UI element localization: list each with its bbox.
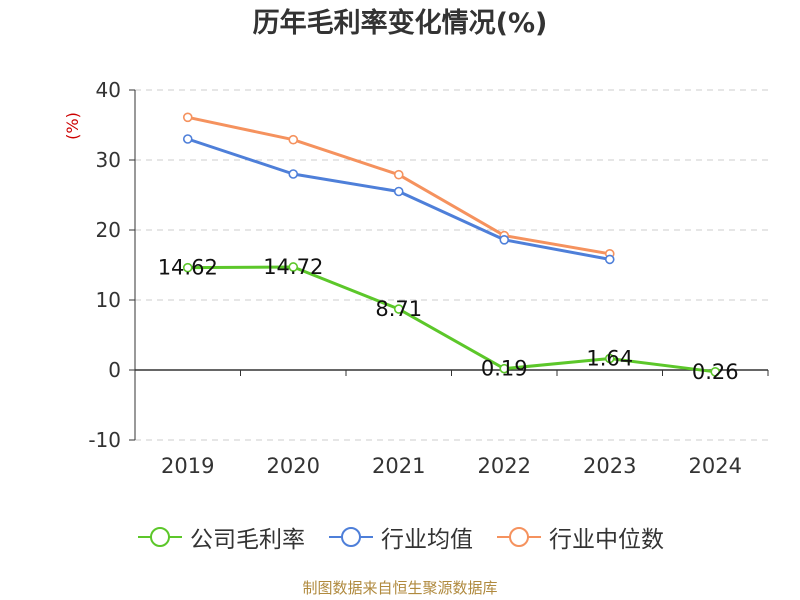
- x-tick-label: 2020: [267, 454, 320, 478]
- y-tick-label: 30: [96, 148, 121, 172]
- y-tick-label: 20: [96, 218, 121, 242]
- data-point: [288, 169, 299, 179]
- chart-title: 历年毛利率变化情况(%): [252, 8, 548, 39]
- legend-item[interactable]: 公司毛利率: [136, 520, 305, 554]
- series-line: [187, 137, 611, 261]
- legend-marker-icon: [329, 527, 373, 547]
- legend-label: 公司毛利率: [190, 527, 305, 553]
- legend: 公司毛利率 行业均值 行业中位数: [0, 520, 800, 554]
- legend-item[interactable]: 行业中位数: [495, 520, 664, 554]
- data-point: [604, 353, 615, 364]
- legend-circle: [509, 527, 529, 547]
- data-label: 8.71: [375, 297, 422, 321]
- data-point: [393, 169, 404, 180]
- data-point: [288, 134, 299, 145]
- legend-circle: [341, 527, 361, 547]
- data-label: 0.26: [692, 360, 739, 384]
- y-axis-label: (%): [63, 112, 82, 140]
- data-point: [393, 186, 404, 197]
- series-line: [187, 115, 611, 256]
- source-note: 制图数据来自恒生聚源数据库: [302, 579, 498, 597]
- series-line: [187, 265, 716, 374]
- data-label: 0.19: [481, 357, 528, 381]
- x-tick-label: 2024: [689, 454, 742, 478]
- data-point: [288, 262, 299, 272]
- x-tick-label: 2023: [583, 454, 636, 478]
- data-label: 14.62: [158, 256, 218, 280]
- y-tick-label: 40: [96, 78, 121, 102]
- x-tick-label: 2022: [478, 454, 531, 478]
- data-point: [393, 304, 404, 314]
- data-point: [499, 235, 510, 245]
- x-tick-label: 2021: [372, 454, 425, 478]
- data-point: [604, 254, 615, 265]
- legend-marker-icon: [497, 527, 541, 547]
- data-point: [182, 134, 193, 144]
- y-tick-label: 10: [96, 288, 121, 312]
- data-point: [182, 112, 193, 123]
- data-label: 14.72: [263, 255, 323, 279]
- legend-label: 行业均值: [381, 527, 473, 553]
- legend-label: 行业中位数: [549, 527, 664, 553]
- data-label: 1.64: [586, 347, 633, 371]
- data-point: [182, 262, 193, 273]
- y-tick-label: 0: [108, 358, 121, 382]
- x-tick-label: 2019: [161, 454, 214, 478]
- legend-circle: [150, 527, 170, 547]
- data-point: [710, 367, 721, 377]
- legend-item[interactable]: 行业均值: [327, 520, 473, 554]
- data-point: [499, 363, 510, 374]
- legend-marker-icon: [138, 527, 182, 547]
- y-tick-label: -10: [88, 428, 121, 452]
